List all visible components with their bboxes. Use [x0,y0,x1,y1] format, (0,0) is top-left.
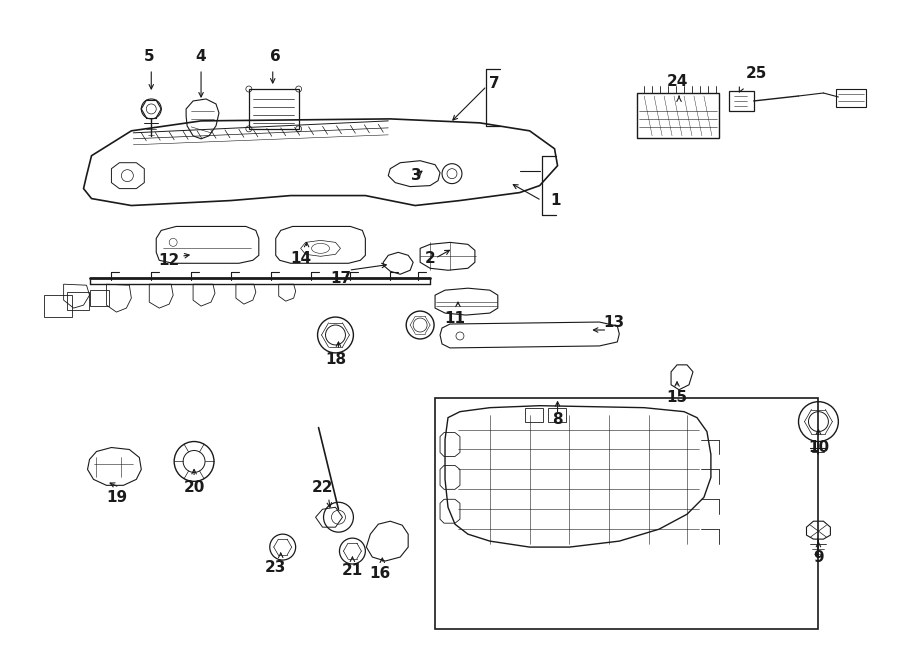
Text: 18: 18 [325,352,346,368]
Polygon shape [157,227,259,263]
Text: 22: 22 [311,480,333,495]
Text: 6: 6 [270,49,281,63]
Polygon shape [275,227,365,263]
Text: 5: 5 [144,49,155,63]
Bar [67,292,88,310]
Text: 10: 10 [808,440,829,455]
Bar [836,89,866,107]
Bar [89,290,110,306]
Text: 19: 19 [106,490,127,505]
Text: 14: 14 [290,251,311,266]
Bar [637,93,719,137]
Text: 17: 17 [330,271,351,286]
Text: 3: 3 [410,168,421,183]
Text: 21: 21 [342,563,363,578]
Text: 12: 12 [158,253,180,268]
Polygon shape [440,322,619,348]
Bar [44,295,72,317]
Text: 8: 8 [553,412,562,427]
Polygon shape [445,406,711,547]
Text: 7: 7 [489,75,500,91]
Bar [248,89,299,129]
Text: 16: 16 [370,566,391,582]
Text: 2: 2 [425,251,436,266]
Text: 11: 11 [445,311,465,326]
Bar [729,91,753,111]
Text: 25: 25 [746,65,768,81]
Text: 4: 4 [195,49,206,63]
Bar [435,398,818,629]
Bar [525,408,543,422]
Text: 15: 15 [667,390,688,405]
Text: 13: 13 [604,315,625,330]
Text: 23: 23 [265,559,286,574]
Text: 24: 24 [666,73,688,89]
Text: 9: 9 [813,549,824,564]
Polygon shape [84,119,557,206]
Text: 1: 1 [550,193,561,208]
Text: 20: 20 [184,480,205,495]
Bar [547,408,565,422]
